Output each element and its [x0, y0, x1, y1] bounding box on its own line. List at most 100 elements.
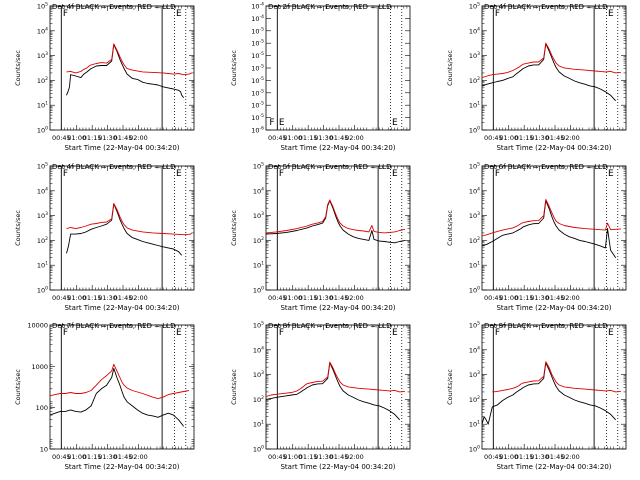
y-tick-label: 104 — [37, 26, 48, 35]
x-tick-label: 00:45 — [484, 134, 503, 142]
time-marker-label: E — [176, 9, 182, 19]
x-tick-label: 01:45 — [546, 134, 565, 142]
y-tick-label: 102 — [37, 236, 48, 245]
y-tick-label: 103 — [253, 370, 264, 379]
x-axis-label: Start Time (22-May-04 00:34:20) — [64, 144, 179, 152]
y-axis-label: Counts/sec — [230, 369, 238, 405]
y-tick-label: 105 — [253, 321, 264, 330]
y-axis-label: Counts/sec — [446, 369, 454, 405]
y-tick-label: 104 — [253, 345, 264, 354]
x-tick-label: 01:00 — [499, 134, 518, 142]
chart-panel-7: Det 7f BLACK = Events, RED = LLDCounts/s… — [14, 322, 195, 471]
x-tick-label: 01:00 — [283, 294, 302, 302]
x-tick-label: 01:15 — [83, 134, 102, 142]
x-tick-label: 02:00 — [345, 134, 364, 142]
series-line-events — [265, 200, 405, 244]
chart-panel-5: Det 5f BLACK = Events, RED = LLDCounts/s… — [230, 162, 411, 312]
y-tick-label: 105 — [469, 2, 480, 11]
plot-frame — [49, 5, 195, 131]
x-tick-label: 00:45 — [484, 294, 503, 302]
y-tick-label: 100 — [253, 286, 264, 295]
y-tick-label: 1000 — [31, 363, 48, 371]
y-tick-label: 100 — [37, 126, 48, 135]
x-tick-label: 00:45 — [268, 453, 287, 461]
y-tick-label: 100 — [469, 445, 480, 454]
chart-panel-9: Det 9f BLACK = Events, RED = LLDCounts/s… — [446, 321, 627, 471]
x-tick-label: 01:15 — [83, 453, 102, 461]
y-tick-label: 10000 — [27, 322, 48, 330]
x-tick-label: 02:00 — [129, 294, 148, 302]
time-marker-label: E — [608, 328, 614, 338]
x-tick-label: 00:45 — [52, 453, 71, 461]
x-tick-label: 02:00 — [345, 453, 364, 461]
plot-frame — [265, 165, 411, 291]
x-tick-label: 02:00 — [561, 453, 580, 461]
chart-panel-2: Det 2f BLACK = Events, RED = LLDCounts/s… — [230, 2, 411, 152]
x-tick-label: 01:30 — [530, 134, 549, 142]
y-tick-label: 103 — [253, 211, 264, 220]
y-tick-label: 101 — [37, 261, 48, 270]
plot-frame — [481, 324, 627, 450]
x-axis-label: Start Time (22-May-04 00:34:20) — [280, 463, 395, 471]
x-tick-label: 00:45 — [52, 134, 71, 142]
y-tick-label: 10 — [40, 446, 48, 454]
y-tick-label: 105 — [253, 162, 264, 171]
time-marker-label: E — [176, 169, 182, 179]
x-tick-label: 01:30 — [98, 453, 117, 461]
x-axis-label: Start Time (22-May-04 00:34:20) — [496, 144, 611, 152]
time-marker-label: E — [608, 9, 614, 19]
series-line-events — [481, 362, 617, 425]
y-tick-label: 10-5 — [251, 88, 264, 97]
y-tick-label: 105 — [37, 2, 48, 11]
series-line-events — [66, 203, 183, 256]
plot-frame — [49, 165, 195, 291]
x-tick-label: 01:00 — [283, 134, 302, 142]
x-tick-label: 01:00 — [67, 134, 86, 142]
x-tick-label: 01:30 — [98, 294, 117, 302]
y-tick-label: 10-5 — [251, 64, 264, 73]
x-tick-label: 01:15 — [515, 453, 534, 461]
series-line-lld — [265, 199, 406, 234]
time-marker-label: E — [176, 328, 182, 338]
y-tick-label: 105 — [37, 162, 48, 171]
y-tick-label: 104 — [37, 186, 48, 195]
x-tick-label: 02:00 — [129, 134, 148, 142]
chart-panel-1: Det 4f BLACK = Events, RED = LLDCounts/s… — [14, 2, 195, 152]
chart-panel-4: Det 4f BLACK = Events, RED = LLDCounts/s… — [14, 162, 195, 312]
x-axis-label: Start Time (22-May-04 00:34:20) — [496, 463, 611, 471]
y-tick-label: 102 — [469, 76, 480, 85]
x-tick-label: 01:00 — [499, 294, 518, 302]
series-line-lld — [66, 202, 193, 236]
y-tick-label: 104 — [469, 26, 480, 35]
y-tick-label: 103 — [469, 370, 480, 379]
x-tick-label: 01:45 — [114, 134, 133, 142]
y-axis-label: Counts/sec — [230, 50, 238, 86]
y-tick-label: 100 — [469, 286, 480, 295]
x-axis-label: Start Time (22-May-04 00:34:20) — [64, 463, 179, 471]
y-tick-label: 10-5 — [251, 39, 264, 48]
time-marker-label: F — [269, 118, 274, 128]
y-axis-label: Counts/sec — [446, 50, 454, 86]
plot-frame — [481, 165, 627, 291]
y-tick-label: 102 — [37, 76, 48, 85]
time-marker-label: E — [279, 118, 285, 128]
y-axis-label: Counts/sec — [14, 369, 22, 405]
y-tick-label: 102 — [469, 395, 480, 404]
series-line-lld — [492, 361, 621, 393]
y-tick-label: 100 — [253, 445, 264, 454]
series-line-events — [49, 367, 185, 427]
y-tick-label: 100 — [37, 286, 48, 295]
y-axis-label: Counts/sec — [230, 210, 238, 246]
plot-frame — [265, 324, 411, 450]
x-tick-label: 02:00 — [561, 294, 580, 302]
x-axis-label: Start Time (22-May-04 00:34:20) — [64, 304, 179, 312]
y-tick-label: 10-4 — [251, 2, 264, 11]
y-tick-label: 104 — [469, 345, 480, 354]
x-tick-label: 02:00 — [129, 453, 148, 461]
y-tick-label: 103 — [37, 51, 48, 60]
x-tick-label: 01:00 — [283, 453, 302, 461]
y-tick-label: 101 — [37, 101, 48, 110]
series-line-events — [481, 200, 617, 258]
series-line-lld — [66, 43, 193, 76]
